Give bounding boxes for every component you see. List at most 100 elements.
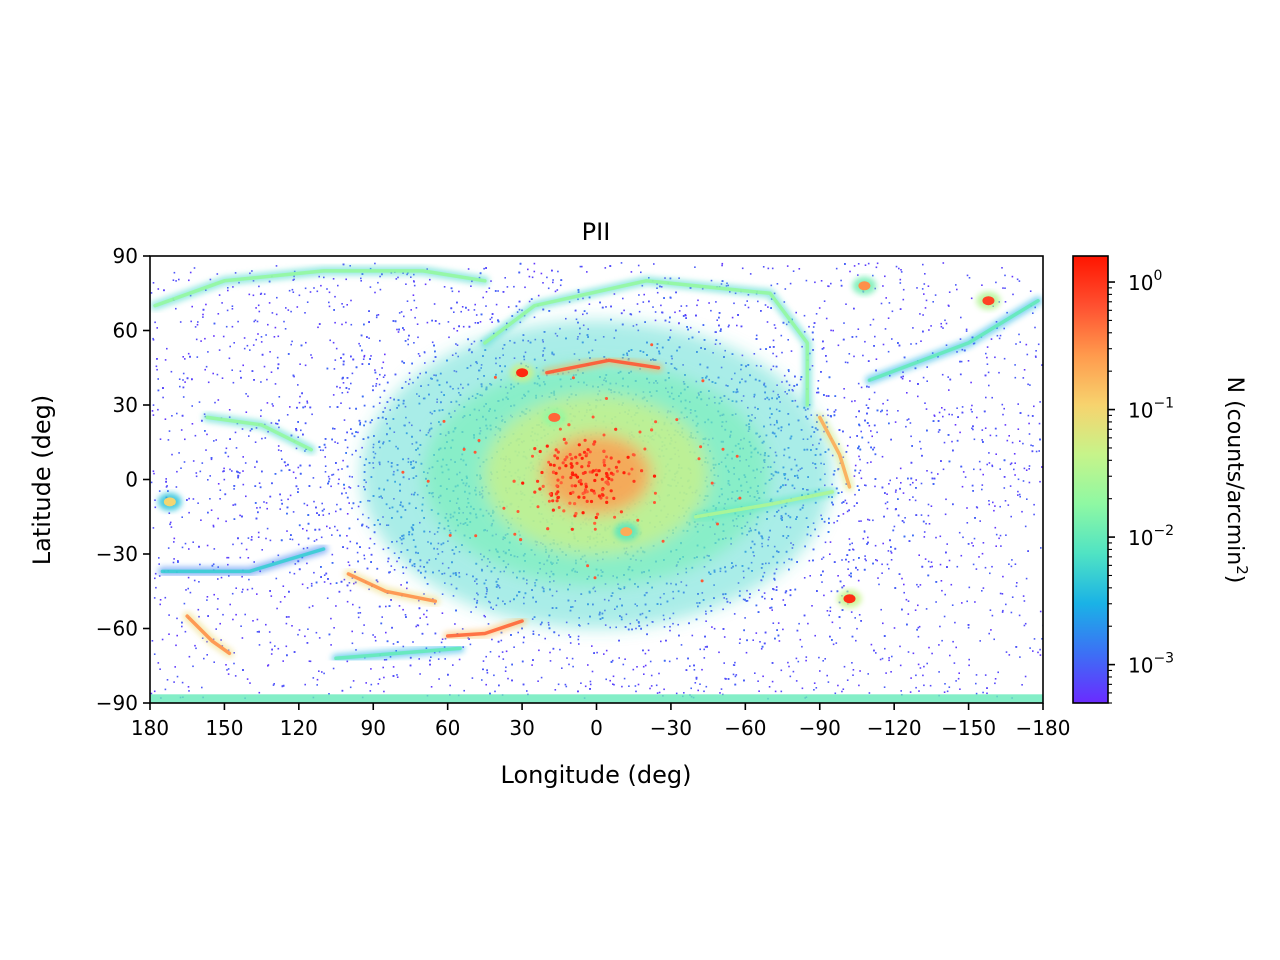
colorbar-tick-label: 10−2	[1128, 523, 1174, 550]
core-point	[556, 496, 560, 500]
core-point	[613, 515, 617, 519]
core-point	[593, 527, 597, 531]
core-point	[589, 499, 594, 504]
core-point	[699, 445, 703, 449]
core-point	[571, 376, 575, 380]
core-point	[557, 506, 561, 509]
core-point	[588, 470, 592, 474]
core-point	[675, 418, 679, 422]
core-point	[577, 495, 581, 499]
core-point	[545, 444, 549, 448]
core-point	[640, 469, 644, 473]
core-point	[536, 479, 540, 483]
x-tick-label: 90	[361, 716, 386, 740]
core-point	[632, 453, 636, 457]
core-point	[584, 485, 588, 489]
core-point	[561, 461, 565, 465]
core-point	[558, 427, 562, 431]
core-point	[565, 455, 569, 459]
core-point	[590, 470, 594, 474]
core-point	[716, 522, 719, 526]
core-point	[548, 492, 552, 496]
x-tick-label: 30	[509, 716, 534, 740]
core-point	[574, 473, 578, 477]
core-point	[573, 484, 578, 488]
colorbar-label-sup: 2	[1233, 565, 1251, 575]
core-point	[583, 438, 587, 442]
core-point	[600, 477, 604, 481]
x-tick-label: −30	[650, 716, 692, 740]
core-point	[533, 447, 537, 451]
core-point	[564, 441, 568, 445]
core-point	[593, 478, 597, 483]
core-point	[605, 474, 609, 478]
core-point	[574, 511, 578, 516]
core-point	[601, 493, 605, 497]
core-point	[553, 454, 557, 458]
core-point	[426, 479, 430, 483]
core-point	[582, 450, 587, 454]
colorbar-frame	[1072, 255, 1109, 704]
core-point	[541, 484, 545, 488]
x-tick-label: −150	[941, 716, 996, 740]
x-axis-label: Longitude (deg)	[501, 761, 692, 789]
core-point	[588, 450, 592, 454]
core-point	[627, 472, 631, 476]
core-point	[568, 452, 572, 457]
core-point	[462, 447, 466, 451]
core-point	[401, 470, 405, 474]
core-point	[586, 564, 590, 568]
core-point	[591, 415, 595, 419]
core-point	[605, 496, 609, 500]
colorbar-tick-label: 100	[1128, 268, 1162, 295]
core-point	[701, 379, 705, 383]
core-point	[521, 481, 525, 485]
core-point	[533, 490, 537, 494]
chart-title: PII	[582, 218, 611, 246]
y-tick-label: 0	[125, 468, 138, 492]
central-core	[401, 343, 742, 583]
core-point	[614, 427, 618, 431]
core-point	[602, 461, 606, 464]
core-point	[546, 527, 550, 531]
colorbar-label: N (counts/arcmin2)	[1222, 377, 1251, 584]
y-tick-label: −90	[96, 691, 138, 715]
core-point	[519, 538, 523, 542]
colorbar-label-close: )	[1222, 575, 1247, 584]
core-point	[606, 482, 611, 486]
core-point	[577, 443, 581, 447]
core-point	[581, 491, 585, 496]
core-point	[549, 463, 553, 467]
polar-band	[150, 694, 1043, 703]
core-point	[596, 512, 600, 516]
core-point	[600, 488, 605, 492]
core-point	[556, 490, 560, 494]
core-point	[551, 499, 555, 503]
x-tick-label: 180	[131, 716, 169, 740]
core-point	[585, 499, 589, 503]
core-point	[738, 496, 742, 500]
stellar-streams	[150, 266, 1043, 663]
core-point	[610, 478, 614, 482]
core-point	[609, 489, 613, 493]
core-point	[580, 465, 584, 469]
core-point	[540, 470, 544, 475]
core-point	[562, 509, 566, 513]
core-point	[473, 450, 477, 454]
stream	[445, 619, 524, 638]
core-point	[573, 502, 577, 506]
core-point	[556, 450, 560, 454]
core-point	[602, 433, 606, 437]
colorbar-gradient	[1073, 256, 1108, 703]
core-point	[555, 484, 559, 488]
core-point	[593, 576, 597, 580]
colorbar-tick-label: 10−1	[1128, 396, 1174, 423]
core-point	[653, 491, 657, 495]
x-tick-label: 60	[435, 716, 460, 740]
core-point	[567, 423, 571, 427]
core-point	[442, 419, 446, 423]
core-point	[582, 495, 586, 500]
core-point	[555, 456, 560, 460]
core-point	[632, 479, 636, 483]
